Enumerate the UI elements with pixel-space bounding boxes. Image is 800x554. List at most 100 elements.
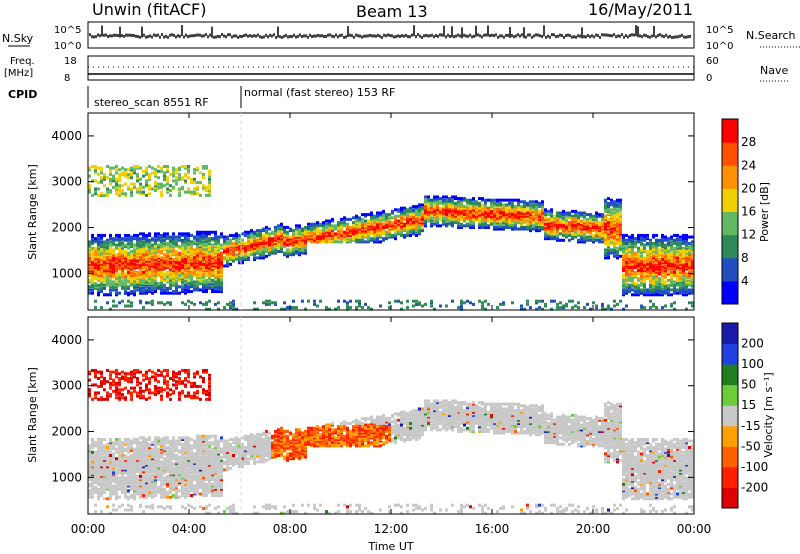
power-cell bbox=[622, 249, 625, 253]
power-cell bbox=[187, 190, 190, 194]
velocity-cell bbox=[103, 490, 106, 494]
power-cell bbox=[172, 270, 175, 274]
power-cell bbox=[421, 229, 424, 233]
power-cell bbox=[610, 240, 613, 244]
power-cell bbox=[664, 267, 667, 271]
power-cell bbox=[451, 221, 454, 225]
power-cell bbox=[181, 238, 184, 242]
power-cell bbox=[481, 211, 484, 215]
power-cell bbox=[607, 249, 610, 253]
power-cell bbox=[619, 254, 622, 258]
power-cell bbox=[286, 251, 289, 255]
power-cell bbox=[196, 283, 199, 287]
power-cell bbox=[190, 262, 193, 266]
power-cell bbox=[124, 290, 127, 294]
power-y-label: Slant Range [km] bbox=[26, 164, 39, 260]
power-cell bbox=[169, 253, 172, 257]
power-cell bbox=[640, 248, 643, 252]
power-cell bbox=[559, 214, 562, 218]
power-cell bbox=[355, 235, 358, 239]
power-cell bbox=[688, 249, 691, 253]
power-cell bbox=[193, 259, 196, 263]
power-cell bbox=[109, 166, 112, 170]
power-cell bbox=[550, 233, 553, 237]
power-cell bbox=[646, 275, 649, 279]
power-cell bbox=[469, 216, 472, 220]
velocity-cell bbox=[88, 457, 91, 461]
power-cell bbox=[652, 278, 655, 282]
power-cell bbox=[526, 217, 529, 221]
power-cell bbox=[511, 205, 514, 209]
power-cell bbox=[373, 232, 376, 236]
power-cell bbox=[559, 213, 562, 217]
power-cell bbox=[88, 243, 91, 247]
power-cell bbox=[277, 232, 280, 236]
power-cell bbox=[550, 219, 553, 223]
colorbar-tick: 4 bbox=[741, 274, 749, 288]
power-cell bbox=[100, 176, 103, 180]
power-cell bbox=[187, 256, 190, 260]
power-cell bbox=[106, 249, 109, 253]
power-cell bbox=[526, 225, 529, 229]
power-cell bbox=[112, 275, 115, 279]
power-cell bbox=[208, 184, 211, 188]
velocity-cell bbox=[100, 372, 103, 376]
power-cell bbox=[502, 208, 505, 212]
velocity-cell bbox=[100, 473, 103, 477]
power-cell bbox=[328, 224, 331, 228]
power-cell bbox=[217, 240, 220, 244]
power-cell bbox=[331, 235, 334, 239]
power-cell bbox=[364, 233, 367, 237]
power-cell bbox=[316, 240, 319, 244]
power-cell bbox=[631, 264, 634, 268]
power-cell bbox=[406, 299, 409, 303]
power-cell bbox=[154, 256, 157, 260]
power-cell bbox=[547, 224, 550, 228]
power-cell bbox=[376, 224, 379, 228]
power-cell bbox=[679, 291, 682, 295]
power-cell bbox=[382, 222, 385, 226]
power-cell bbox=[658, 282, 661, 286]
power-cell bbox=[94, 238, 97, 242]
power-cell bbox=[205, 256, 208, 260]
power-cell bbox=[571, 214, 574, 218]
power-cell bbox=[202, 275, 205, 279]
power-cell bbox=[646, 269, 649, 273]
power-cell bbox=[610, 224, 613, 228]
power-cell bbox=[346, 304, 349, 308]
power-cell bbox=[655, 282, 658, 286]
power-cell bbox=[328, 230, 331, 234]
power-cell bbox=[634, 261, 637, 265]
power-cell bbox=[169, 243, 172, 247]
power-cell bbox=[604, 214, 607, 218]
power-cell bbox=[271, 240, 274, 244]
power-cell bbox=[682, 267, 685, 271]
power-cell bbox=[556, 219, 559, 223]
power-cell bbox=[163, 235, 166, 239]
power-cell bbox=[523, 201, 526, 205]
power-cell bbox=[589, 216, 592, 220]
power-cell bbox=[205, 302, 208, 306]
power-cell bbox=[229, 306, 232, 310]
power-cell bbox=[472, 224, 475, 228]
power-cell bbox=[103, 176, 106, 180]
power-cell bbox=[643, 283, 646, 287]
power-cell bbox=[685, 288, 688, 292]
power-cell bbox=[640, 283, 643, 287]
power-cell bbox=[376, 233, 379, 237]
power-cell bbox=[220, 233, 223, 237]
power-cell bbox=[457, 306, 460, 310]
power-cell bbox=[637, 248, 640, 252]
power-cell bbox=[520, 224, 523, 228]
power-cell bbox=[400, 219, 403, 223]
power-cell bbox=[517, 219, 520, 223]
power-cell bbox=[157, 237, 160, 241]
power-cell bbox=[592, 221, 595, 225]
power-cell bbox=[454, 201, 457, 205]
power-cell bbox=[529, 225, 532, 229]
power-cell bbox=[199, 232, 202, 236]
velocity-cell bbox=[91, 445, 94, 449]
power-cell bbox=[508, 214, 511, 218]
power-cell bbox=[247, 243, 250, 247]
power-cell bbox=[667, 270, 670, 274]
